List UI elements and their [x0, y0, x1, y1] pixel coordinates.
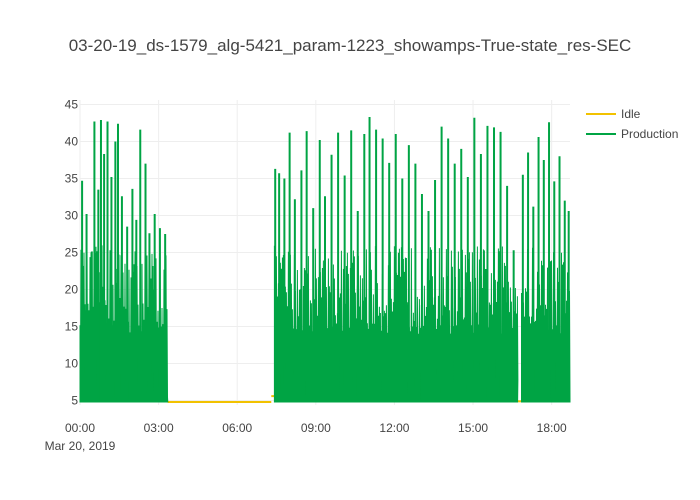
y-tick-label: 35	[65, 171, 79, 185]
y-tick-label: 25	[65, 246, 79, 260]
legend-label-idle: Idle	[621, 107, 641, 121]
plot-area	[79, 117, 571, 404]
y-tick-label: 10	[65, 357, 79, 371]
y-tick-label: 20	[65, 283, 79, 297]
x-tick-label: 15:00	[458, 421, 488, 435]
x-tick-label: 18:00	[537, 421, 567, 435]
y-tick-label: 45	[65, 97, 79, 111]
y-tick-label: 15	[65, 320, 79, 334]
x-tick-label: 00:00	[65, 421, 95, 435]
x-tick-label: 03:00	[144, 421, 174, 435]
x-tick-label: 06:00	[222, 421, 252, 435]
legend[interactable]: Idle Production	[586, 107, 678, 141]
y-tick-label: 5	[71, 394, 78, 408]
x-tick-label: 09:00	[301, 421, 331, 435]
x-date-label: Mar 20, 2019	[45, 439, 116, 453]
x-tick-label: 12:00	[379, 421, 409, 435]
y-tick-label: 30	[65, 208, 79, 222]
axes: 5 10 15 20 25 30 35 40 45 00:00 03:00 06:00 09:00 12:…	[45, 97, 567, 453]
legend-label-production: Production	[621, 127, 678, 141]
y-tick-label: 40	[65, 134, 79, 148]
chart-title: 03-20-19_ds-1579_alg-5421_param-1223_sho…	[69, 36, 632, 55]
